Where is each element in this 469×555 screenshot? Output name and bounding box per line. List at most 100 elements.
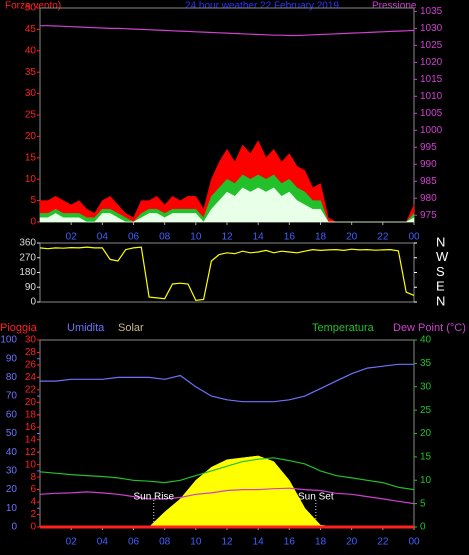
- plot-frame: [39, 242, 415, 303]
- tick-label: 90: [6, 353, 18, 364]
- x-tick-label: 06: [128, 232, 140, 243]
- tick-label: 20: [420, 428, 432, 439]
- legend-entry: Umidita: [67, 322, 105, 334]
- tick-label: 45: [25, 24, 37, 35]
- series-line: [40, 363, 414, 403]
- tick-label: 995: [420, 142, 437, 153]
- tick-label: 12: [25, 447, 37, 458]
- tick-label: 25: [420, 405, 432, 416]
- legend-entry: Solar: [118, 322, 144, 334]
- tick-label: 0: [30, 522, 36, 533]
- tick-label: 10: [25, 459, 37, 470]
- tick-label: 50: [6, 428, 18, 439]
- tick-label: 180: [19, 267, 36, 278]
- x-tick-label: 18: [315, 537, 327, 548]
- tick-label: S: [436, 264, 445, 279]
- tick-label: E: [436, 279, 445, 294]
- series-area: [39, 187, 415, 223]
- tick-label: 40: [25, 45, 37, 56]
- tick-label: 25: [25, 110, 37, 121]
- tick-label: 980: [420, 193, 437, 204]
- tick-label: 18: [25, 409, 37, 420]
- legend-entry: Temperatura: [312, 322, 375, 334]
- tick-label: 1015: [420, 74, 443, 85]
- tick-label: 5: [420, 498, 426, 509]
- x-tick-label: 08: [159, 537, 171, 548]
- tick-label: 8: [30, 472, 36, 483]
- tick-label: W: [436, 249, 449, 264]
- tick-label: 1005: [420, 108, 443, 119]
- tick-label: 10: [6, 503, 18, 514]
- tick-label: 50: [25, 3, 37, 14]
- tick-label: 24: [25, 372, 37, 383]
- x-tick-label: 02: [66, 232, 78, 243]
- x-tick-label: 14: [253, 232, 265, 243]
- tick-label: 20: [25, 397, 37, 408]
- tick-label: 15: [25, 152, 37, 163]
- tick-label: 40: [6, 447, 18, 458]
- series-line: [39, 457, 415, 491]
- x-tick-label: 10: [190, 537, 202, 548]
- tick-label: 80: [6, 372, 18, 383]
- tick-label: 270: [19, 252, 36, 263]
- x-tick-label: 12: [221, 232, 233, 243]
- tick-label: 40: [420, 335, 432, 346]
- x-tick-label: 20: [346, 537, 358, 548]
- tick-label: 22: [25, 385, 37, 396]
- tick-label: 30: [6, 466, 18, 477]
- tick-label: 985: [420, 176, 437, 187]
- x-tick-label: 16: [284, 537, 296, 548]
- x-tick-label: 22: [377, 537, 389, 548]
- x-tick-label: 08: [159, 232, 171, 243]
- tick-label: 20: [25, 131, 37, 142]
- tick-label: 990: [420, 159, 437, 170]
- series-line: [40, 25, 415, 37]
- tick-label: 15: [420, 452, 432, 463]
- tick-label: 1035: [420, 6, 443, 17]
- tick-label: 1025: [420, 40, 443, 51]
- x-tick-label: 00: [408, 537, 420, 548]
- tick-label: 0: [11, 522, 17, 533]
- tick-label: 20: [6, 484, 18, 495]
- tick-label: 0: [30, 217, 36, 228]
- x-tick-label: 14: [253, 537, 265, 548]
- tick-label: 0: [30, 297, 36, 308]
- tick-label: 975: [420, 210, 437, 221]
- x-tick-label: 10: [190, 232, 202, 243]
- x-tick-label: 04: [97, 232, 109, 243]
- tick-label: 1020: [420, 57, 443, 68]
- tick-label: 30: [25, 335, 37, 346]
- tick-label: 10: [420, 475, 432, 486]
- tick-label: 35: [25, 67, 37, 78]
- series-line: [39, 487, 415, 505]
- x-tick-label: 20: [346, 232, 358, 243]
- pressure-label: Pressione: [372, 1, 417, 12]
- tick-label: 1010: [420, 91, 443, 102]
- x-tick-label: 00: [408, 232, 420, 243]
- tick-label: 26: [25, 360, 37, 371]
- tick-label: 28: [25, 347, 37, 358]
- x-tick-label: 16: [284, 232, 296, 243]
- tick-label: 16: [25, 422, 37, 433]
- tick-label: 70: [6, 391, 18, 402]
- legend-entry: Pioggia: [0, 322, 38, 334]
- x-tick-label: 12: [221, 537, 233, 548]
- tick-label: 10: [25, 174, 37, 185]
- x-tick-label: 22: [377, 232, 389, 243]
- tick-label: 1000: [420, 125, 443, 136]
- tick-label: 5: [30, 195, 36, 206]
- tick-label: 360: [19, 238, 36, 249]
- tick-label: 35: [420, 358, 432, 369]
- chart-title: 24 hour weather 22 February 2019: [185, 1, 339, 12]
- tick-label: 90: [25, 282, 37, 293]
- tick-label: 2: [30, 509, 36, 520]
- tick-label: 100: [0, 335, 17, 346]
- tick-label: 14: [25, 434, 37, 445]
- legend-entry: Dew Point (°C): [393, 322, 466, 334]
- tick-label: 60: [6, 409, 18, 420]
- tick-label: N: [436, 293, 445, 308]
- x-tick-label: 06: [128, 537, 140, 548]
- series-line: [39, 246, 415, 302]
- tick-label: 0: [420, 522, 426, 533]
